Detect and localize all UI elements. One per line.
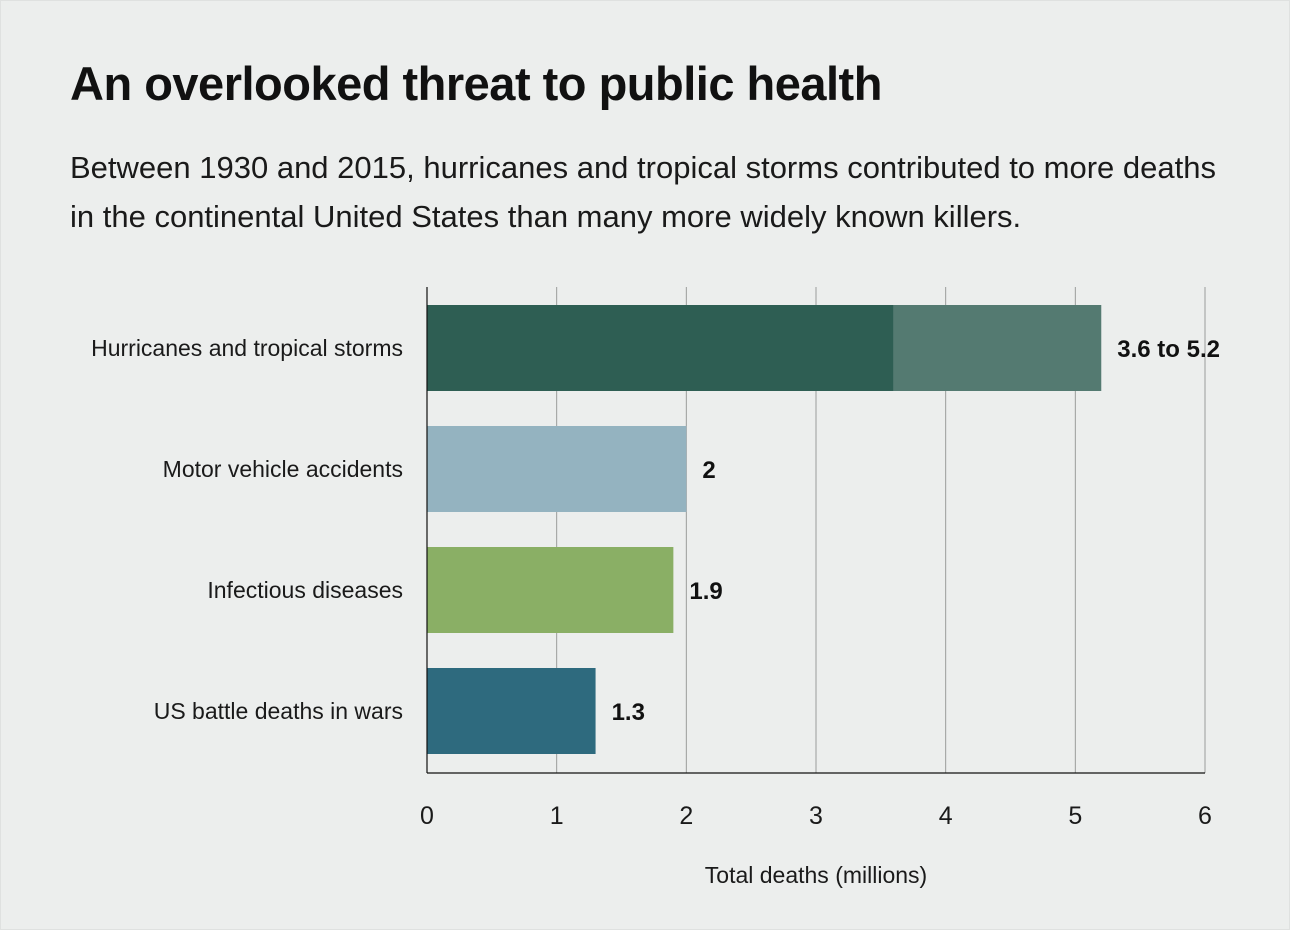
bar <box>427 426 687 512</box>
category-label: Infectious diseases <box>207 577 403 603</box>
data-label: 3.6 to 5.2 <box>1117 336 1220 363</box>
x-tick-label: 4 <box>939 802 953 830</box>
x-tick-label: 3 <box>809 802 823 830</box>
category-label: US battle deaths in wars <box>154 698 403 724</box>
chart-title: An overlooked threat to public health <box>70 57 882 110</box>
value-labels: 3.6 to 5.2 2 1.9 1.3 <box>612 336 1220 726</box>
bar <box>427 547 674 633</box>
category-label: Hurricanes and tropical storms <box>91 335 403 361</box>
category-labels: Hurricanes and tropical storms Motor vehi… <box>91 335 403 724</box>
bar-range-estimate <box>893 305 1102 391</box>
data-label: 2 <box>702 457 715 484</box>
x-tick-label: 6 <box>1198 802 1212 830</box>
bar-low-estimate <box>427 305 894 391</box>
x-tick-label: 5 <box>1068 802 1082 830</box>
tick-labels: 0 1 2 3 4 5 6 <box>420 802 1212 830</box>
axes <box>426 287 1205 774</box>
bars <box>427 305 1102 754</box>
x-axis-title: Total deaths (millions) <box>705 862 927 888</box>
category-label: Motor vehicle accidents <box>163 456 403 482</box>
bar <box>427 668 596 754</box>
x-tick-label: 2 <box>679 802 693 830</box>
chart-subtitle: Between 1930 and 2015, hurricanes and tr… <box>70 150 1216 234</box>
x-tick-label: 1 <box>550 802 564 830</box>
data-label: 1.9 <box>689 578 722 605</box>
x-tick-label: 0 <box>420 802 434 830</box>
data-label: 1.3 <box>612 699 645 726</box>
